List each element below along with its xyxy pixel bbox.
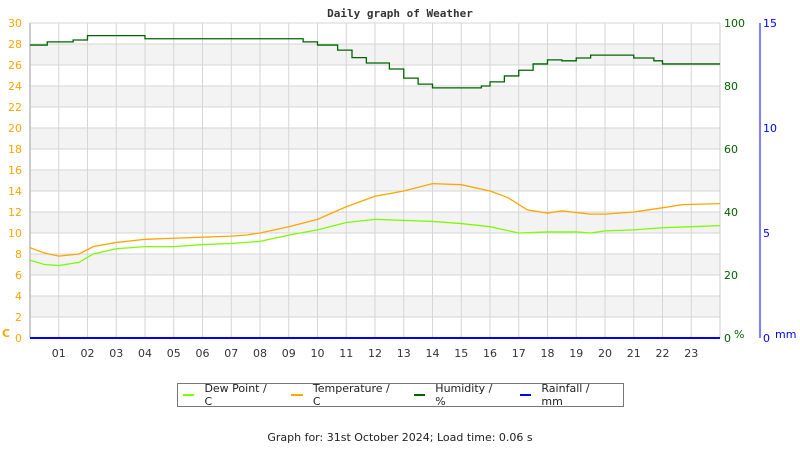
y-right-tick: 20: [724, 269, 738, 282]
legend-item-humidity: Humidity / %: [413, 382, 503, 408]
x-tick: 22: [656, 347, 670, 360]
y-rain-tick: 15: [763, 17, 777, 30]
y-left-unit: C: [2, 327, 10, 340]
x-tick: 21: [627, 347, 641, 360]
y-left-tick: 18: [8, 143, 22, 156]
x-tick: 20: [598, 347, 612, 360]
y-left-tick: 28: [8, 38, 22, 51]
y-left-tick: 2: [15, 311, 22, 324]
y-left-tick: 26: [8, 59, 22, 72]
legend-swatch: [413, 394, 426, 396]
legend-swatch: [519, 394, 532, 396]
x-tick: 18: [541, 347, 555, 360]
y-left-tick: 8: [15, 248, 22, 261]
legend-item-rainfall: Rainfall / mm: [519, 382, 611, 408]
legend-label: Temperature / C: [312, 382, 390, 408]
y-left-tick: 16: [8, 164, 22, 177]
chart-title: Daily graph of Weather: [327, 7, 473, 20]
legend-label: Humidity / %: [435, 382, 493, 408]
series-line-dew: [29, 218, 721, 267]
legend-swatch: [291, 394, 303, 396]
y-left-tick: 12: [8, 206, 22, 219]
y-left-tick: 24: [8, 80, 22, 93]
y-right-tick: 80: [724, 80, 738, 93]
x-tick: 17: [512, 347, 526, 360]
legend-item-dew-point: Dew Point / C: [183, 382, 274, 408]
y-left-tick: 10: [8, 227, 22, 240]
x-tick: 16: [483, 347, 497, 360]
x-tick: 14: [426, 347, 440, 360]
x-tick: 03: [109, 347, 123, 360]
y-rain-unit: mm: [775, 328, 796, 341]
y-right-tick: 100: [724, 17, 745, 30]
x-tick: 06: [196, 347, 210, 360]
series-line-temperature: [29, 182, 721, 257]
x-tick: 19: [569, 347, 583, 360]
x-tick: 04: [138, 347, 152, 360]
y-rain-tick: 0: [763, 332, 770, 345]
x-tick: 13: [397, 347, 411, 360]
x-tick: 05: [167, 347, 181, 360]
y-left-tick: 30: [8, 17, 22, 30]
series-line-humidity: [30, 34, 720, 89]
y-right-tick: 0: [724, 332, 731, 345]
y-left-tick: 6: [15, 269, 22, 282]
x-tick: 01: [52, 347, 66, 360]
x-tick: 11: [339, 347, 353, 360]
y-left-tick: 0: [15, 332, 22, 345]
legend: Dew Point / C Temperature / C Humidity /…: [177, 382, 624, 408]
y-left-tick: 14: [8, 185, 22, 198]
y-right-unit: %: [734, 328, 744, 341]
y-rain-tick: 10: [763, 122, 777, 135]
x-tick: 23: [684, 347, 698, 360]
legend-label: Rainfall / mm: [541, 382, 590, 408]
x-tick: 09: [282, 347, 296, 360]
y-right-tick: 60: [724, 143, 738, 156]
footer-text: Graph for: 31st October 2024; Load time:…: [267, 431, 533, 444]
legend-swatch: [183, 394, 195, 396]
x-tick: 12: [368, 347, 382, 360]
y-left-tick: 22: [8, 101, 22, 114]
x-tick: 08: [253, 347, 267, 360]
legend-label: Dew Point / C: [204, 382, 267, 408]
x-tick: 02: [81, 347, 95, 360]
y-right-tick: 40: [724, 206, 738, 219]
legend-item-temperature: Temperature / C: [291, 382, 396, 408]
x-tick: 15: [454, 347, 468, 360]
y-left-tick: 4: [15, 290, 22, 303]
y-rain-tick: 5: [763, 227, 770, 240]
x-tick: 07: [224, 347, 238, 360]
y-left-tick: 20: [8, 122, 22, 135]
x-tick: 10: [311, 347, 325, 360]
